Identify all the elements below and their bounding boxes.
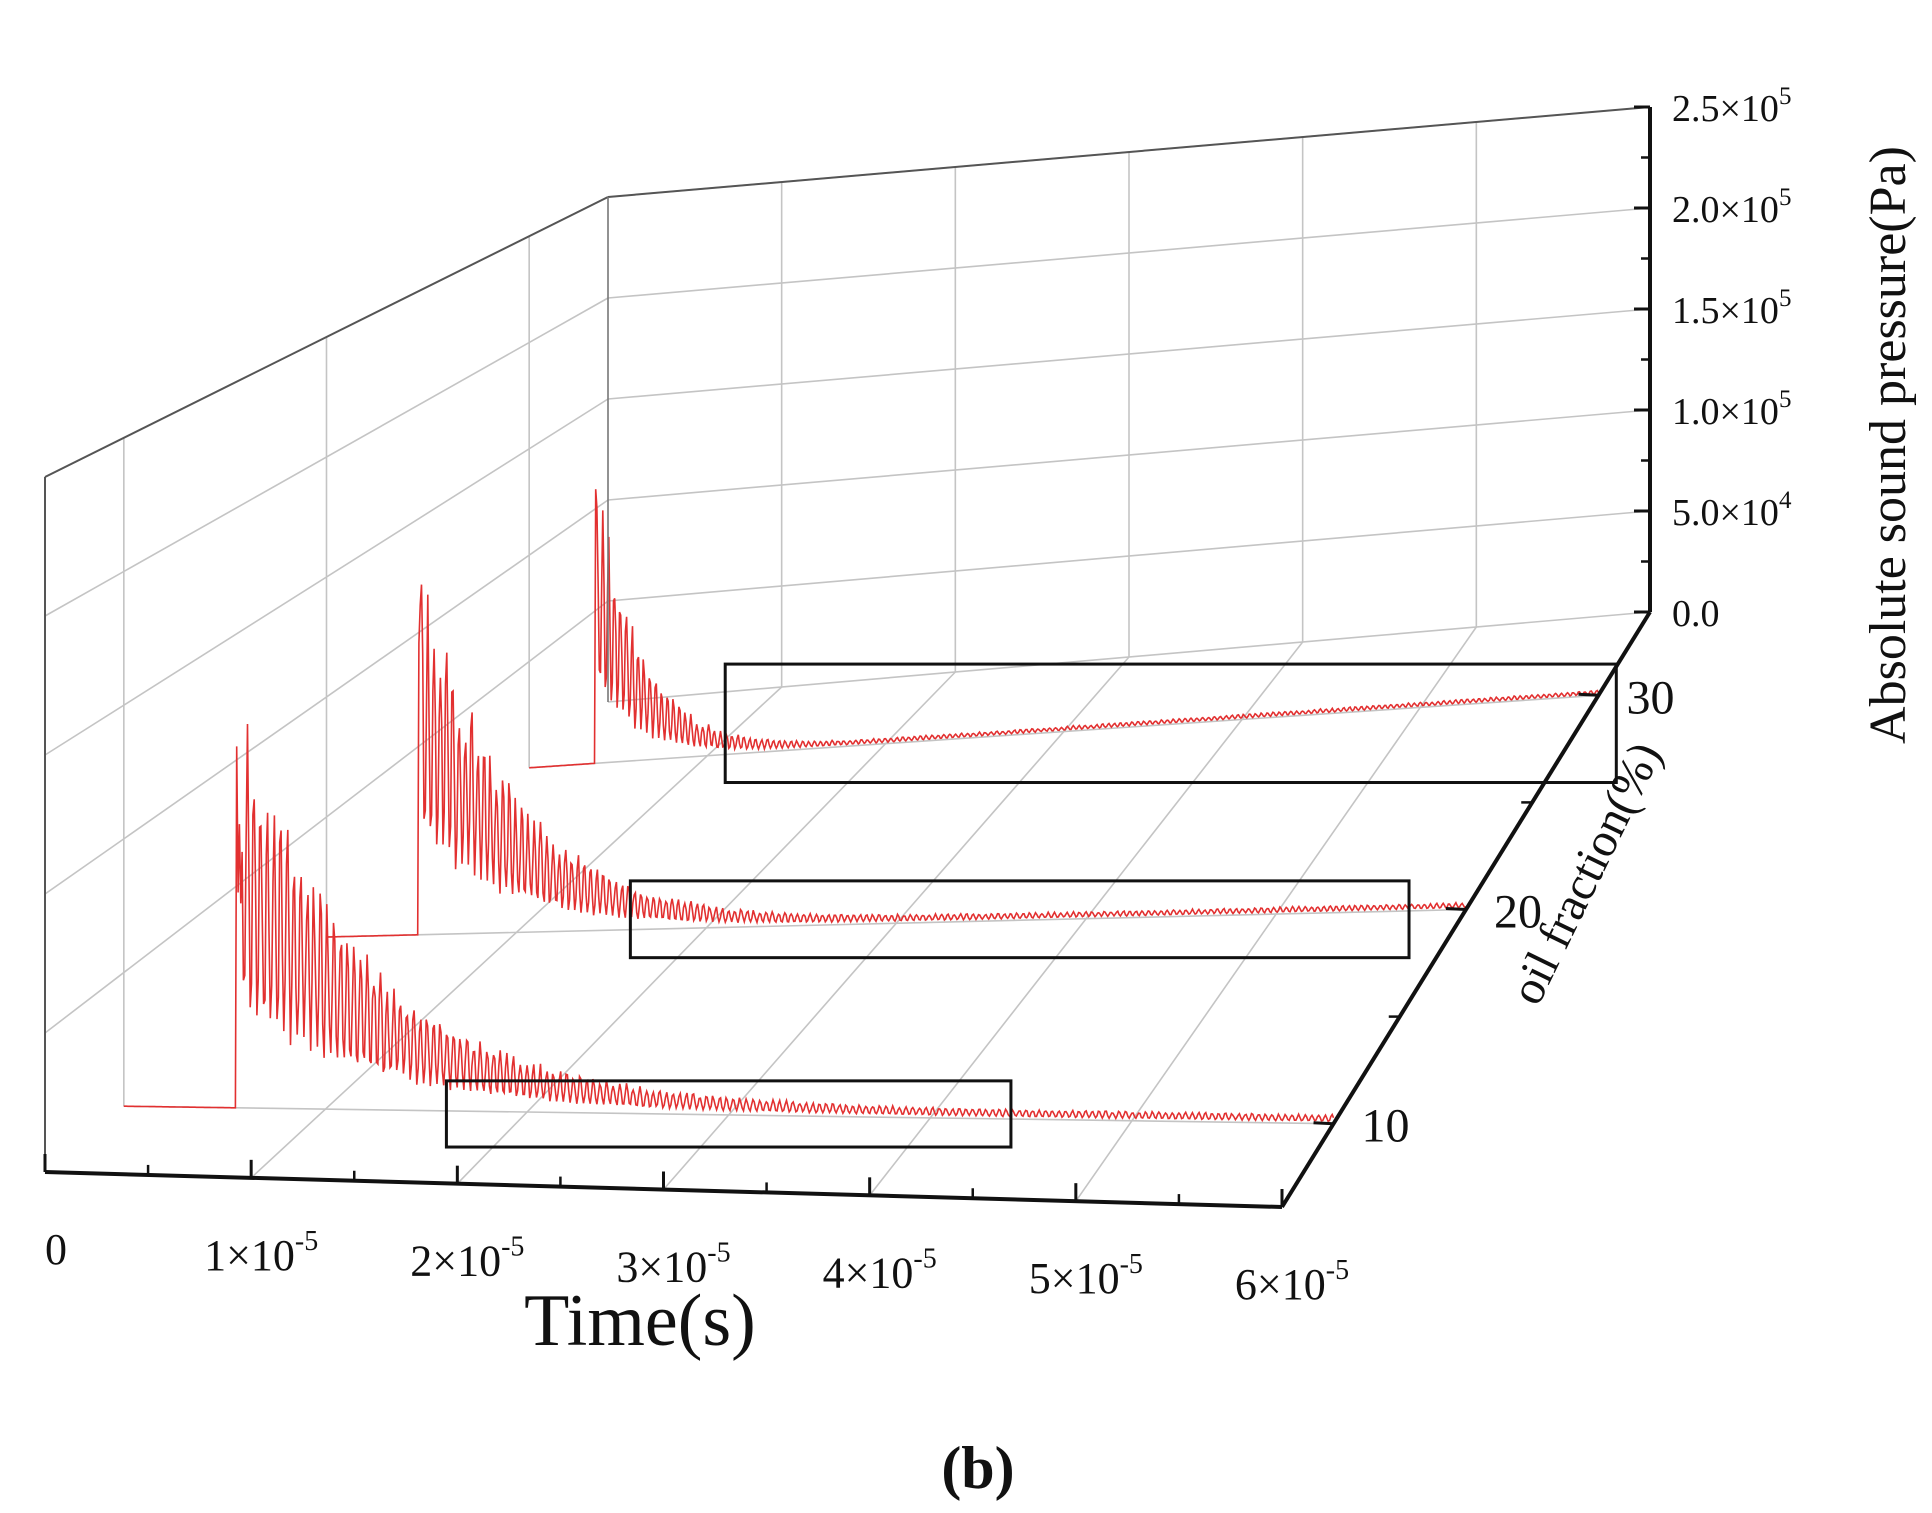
y-tick-label: 10 — [1362, 1100, 1410, 1153]
y-major-tick — [1313, 1121, 1334, 1126]
z-tick-label: 2.5×105 — [1672, 83, 1791, 130]
top-left-edge — [44, 196, 609, 478]
chart-axes — [43, 105, 1652, 1209]
pressure-trace — [326, 584, 1467, 938]
highlight-boxes — [444, 662, 1618, 1149]
x-tick-label: 0 — [45, 1225, 67, 1274]
z-tick-label: 5.0×104 — [1672, 487, 1792, 534]
x-tick-exponent: -5 — [913, 1243, 936, 1274]
highlight-box-10 — [444, 1079, 1013, 1149]
z-tick-label: 2.0×105 — [1672, 184, 1791, 231]
y-major-tick — [1445, 907, 1467, 911]
x-tick-label: 4×10-5 — [823, 1243, 937, 1297]
x-tick-exponent: -5 — [1120, 1249, 1143, 1280]
highlight-box-30 — [723, 662, 1618, 785]
x-tick-exponent: -5 — [1326, 1255, 1349, 1286]
z-tick-label: 1.0×105 — [1672, 386, 1791, 433]
y-tick-label: 30 — [1626, 671, 1674, 724]
tick-labels: 0 1×10-5 2×10-5 3×10-5 4×10-5 5×10-5 6×10-50.0… — [45, 83, 1792, 1309]
x-axis-label: Time(s) — [524, 1280, 756, 1362]
z-tick-exponent: 5 — [1779, 184, 1792, 211]
data-series — [123, 489, 1600, 1123]
highlight-box-20 — [628, 879, 1411, 960]
pressure-trace — [529, 489, 1600, 769]
z-tick-label: 0.0 — [1672, 593, 1720, 635]
panel-label: (b) — [941, 1435, 1014, 1501]
series-10 — [123, 723, 1335, 1123]
z-tick-exponent: 5 — [1779, 83, 1792, 110]
x-tick-exponent: -5 — [295, 1226, 318, 1257]
x-tick-label: 2×10-5 — [410, 1232, 524, 1286]
z-tick-label: 1.5×105 — [1672, 285, 1791, 332]
z-tick-exponent: 4 — [1779, 487, 1792, 514]
x-tick-exponent: -5 — [707, 1238, 730, 1269]
z-tick-exponent: 5 — [1779, 285, 1792, 312]
top-back-edge — [607, 106, 1651, 198]
pressure-trace — [123, 723, 1335, 1123]
series-20 — [326, 584, 1467, 938]
x-tick-label: 5×10-5 — [1029, 1249, 1143, 1303]
y-major-tick — [1578, 692, 1599, 697]
x-tick-label: 1×10-5 — [204, 1226, 318, 1280]
y-axis-label: oil fraction(%) — [1500, 734, 1672, 1012]
y-tick-label: 20 — [1494, 886, 1542, 939]
series-30 — [529, 489, 1600, 769]
x-tick-exponent: -5 — [501, 1232, 524, 1263]
x-tick-label: 6×10-5 — [1235, 1255, 1349, 1309]
z-tick-exponent: 5 — [1779, 386, 1792, 413]
z-axis-label: Absolute sound pressure(Pa) — [1860, 146, 1917, 744]
